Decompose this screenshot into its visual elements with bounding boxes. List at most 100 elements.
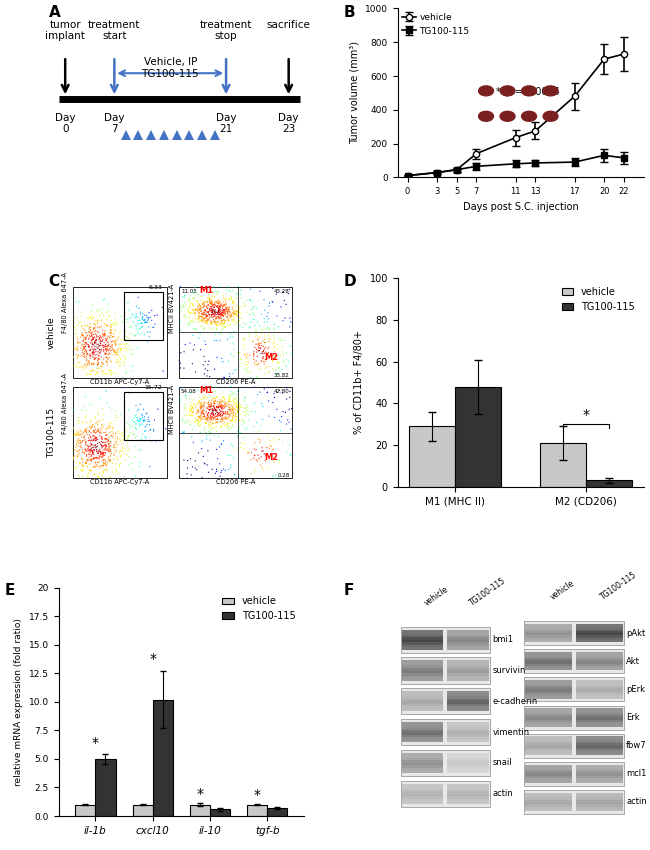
Point: [195, 404, 205, 417]
Point: [244, 308, 255, 321]
Point: [107, 456, 118, 470]
Bar: [525, 800, 572, 802]
Point: [119, 354, 129, 368]
Point: [179, 345, 189, 359]
Point: [258, 352, 268, 366]
Point: [218, 319, 228, 332]
Point: [194, 418, 204, 432]
Point: [224, 388, 234, 401]
Point: [113, 343, 124, 357]
Point: [223, 314, 233, 327]
Point: [248, 347, 259, 360]
Point: [228, 293, 239, 307]
Point: [134, 415, 144, 428]
Point: [100, 445, 110, 459]
Point: [96, 314, 107, 327]
Point: [115, 345, 125, 359]
Point: [91, 345, 101, 359]
Point: [203, 291, 213, 304]
Point: [86, 449, 96, 462]
Point: [88, 346, 98, 360]
Point: [186, 468, 196, 482]
Point: [96, 338, 106, 352]
Point: [92, 314, 103, 327]
Point: [206, 304, 216, 318]
Point: [84, 447, 94, 461]
Point: [209, 296, 220, 309]
Point: [218, 385, 228, 399]
Point: [229, 405, 239, 418]
Point: [138, 314, 149, 327]
Point: [99, 433, 110, 446]
Point: [92, 416, 102, 429]
Point: [176, 356, 186, 370]
Text: 15.72: 15.72: [144, 385, 162, 390]
Point: [80, 360, 90, 373]
Point: [83, 439, 94, 453]
Point: [200, 303, 210, 317]
Point: [194, 303, 204, 317]
Point: [94, 352, 104, 366]
Point: [96, 343, 107, 356]
Point: [210, 316, 220, 330]
Point: [152, 309, 162, 322]
Point: [93, 342, 103, 355]
Point: [98, 449, 108, 462]
Point: [88, 446, 99, 460]
Point: [90, 335, 100, 348]
Point: [284, 402, 294, 416]
Point: [69, 462, 79, 476]
Point: [194, 309, 204, 323]
Point: [250, 462, 261, 476]
Point: [188, 329, 198, 343]
Point: [111, 441, 122, 455]
Point: [127, 360, 137, 373]
Point: [99, 328, 110, 342]
Point: [212, 308, 222, 321]
Point: [215, 308, 226, 321]
Point: [122, 337, 132, 350]
Bar: [576, 708, 623, 727]
Point: [273, 356, 283, 370]
Point: [277, 345, 287, 359]
Point: [193, 414, 203, 428]
Bar: [447, 734, 489, 737]
Point: [75, 436, 86, 450]
Point: [233, 280, 244, 293]
Point: [196, 409, 206, 422]
Point: [96, 446, 107, 460]
Point: [181, 392, 192, 405]
Point: [214, 315, 224, 329]
Point: [186, 314, 196, 327]
Point: [223, 303, 233, 316]
Point: [244, 321, 254, 335]
Point: [200, 362, 211, 376]
Point: [79, 344, 90, 358]
Point: [263, 342, 273, 355]
Point: [195, 309, 205, 323]
Point: [73, 436, 83, 450]
Point: [254, 338, 264, 352]
Point: [250, 436, 260, 450]
Point: [206, 291, 216, 304]
Point: [255, 419, 266, 433]
Point: [81, 326, 91, 339]
Point: [220, 463, 231, 477]
Point: [200, 410, 211, 423]
Point: [260, 367, 270, 381]
Point: [80, 443, 90, 456]
Bar: [525, 804, 572, 807]
Point: [88, 460, 99, 473]
Point: [239, 316, 249, 330]
Point: [119, 396, 129, 410]
Point: [109, 330, 119, 343]
Point: [213, 302, 224, 315]
Point: [224, 400, 235, 414]
Point: [131, 422, 142, 436]
Point: [261, 341, 271, 354]
Bar: [524, 621, 624, 645]
Point: [204, 403, 214, 416]
Point: [94, 353, 104, 366]
Point: [218, 303, 229, 317]
Bar: [525, 802, 572, 804]
